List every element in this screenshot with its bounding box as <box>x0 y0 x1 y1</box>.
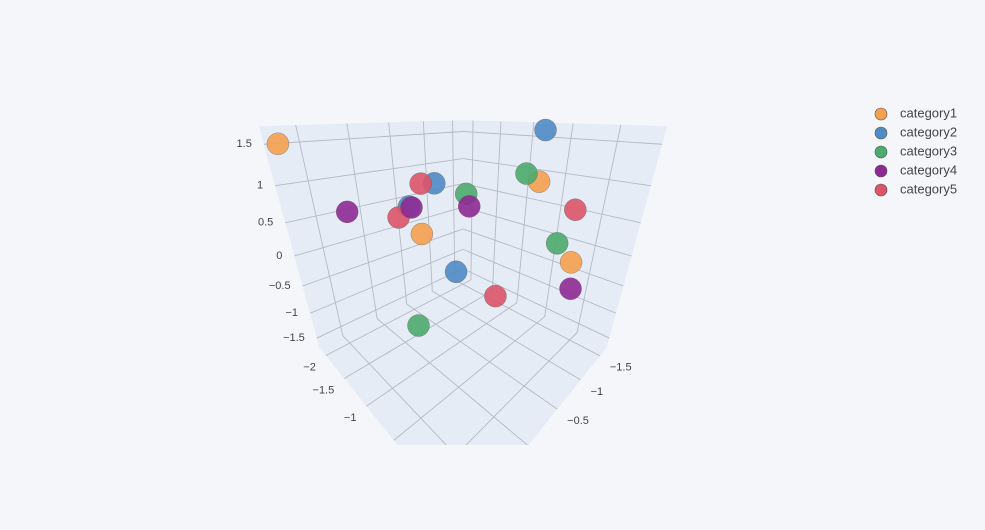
z-tick-label: 0.5 <box>258 217 273 229</box>
axis-plane <box>463 120 668 348</box>
data-point <box>400 196 423 219</box>
legend: category1 category2 category3 category4 cate… <box>874 105 957 197</box>
grid-line <box>462 248 617 314</box>
z-tick-label: 1.5 <box>237 138 252 150</box>
grid-line <box>275 158 464 187</box>
data-point <box>515 162 538 185</box>
legend-marker <box>874 126 888 140</box>
legend-label: category4 <box>900 162 957 177</box>
x-tick-label: −1 <box>344 412 357 424</box>
z-tick-label: 0 <box>276 250 282 262</box>
z-tick-label: −1 <box>285 307 298 319</box>
z-tick-label: 1 <box>257 180 263 192</box>
grid-line <box>432 290 581 381</box>
data-point <box>444 260 468 284</box>
grid-line <box>406 303 558 410</box>
grid-line <box>316 268 464 339</box>
grid-line <box>366 302 518 407</box>
legend-marker <box>874 164 888 178</box>
grid-line <box>462 268 610 339</box>
y-tick-label: −1 <box>591 386 604 398</box>
legend-label: category2 <box>900 124 957 139</box>
legend-label: category1 <box>900 105 957 120</box>
data-point <box>559 251 583 274</box>
data-point <box>266 132 290 156</box>
grid-line <box>295 125 344 336</box>
data-point <box>564 198 587 221</box>
grid-line <box>454 279 601 357</box>
data-point <box>407 314 430 337</box>
grid-line <box>346 123 378 319</box>
x-tick-label: −2 <box>303 361 316 373</box>
grid-line <box>294 206 464 257</box>
grid-line <box>462 228 624 287</box>
legend-marker <box>874 107 888 121</box>
data-point <box>559 277 582 301</box>
data-point <box>534 118 557 142</box>
grid-line <box>309 248 464 314</box>
data-point <box>458 195 481 218</box>
x-tick-label: 0 <box>412 489 418 501</box>
data-point <box>335 200 359 224</box>
x-tick-label: −1.5 <box>313 384 335 396</box>
data-point <box>410 222 434 246</box>
legend-marker <box>874 145 888 159</box>
grid-line <box>263 131 464 145</box>
grid-line <box>576 124 622 333</box>
grid-line <box>393 316 546 441</box>
grid-line <box>376 318 528 445</box>
grid-line <box>462 206 632 257</box>
legend-marker <box>874 183 888 197</box>
legend-label: category3 <box>900 143 957 158</box>
data-point <box>409 172 432 195</box>
grid-line <box>462 183 641 224</box>
grid-line <box>462 158 651 187</box>
scene: −2 −1.5 −1 −0.5 0 −1.5 −1 −0.5 0 0.5 −1.5 −1 −0.5 0 0.… <box>237 118 668 510</box>
data-point <box>484 284 507 308</box>
x-tick-label: −0.5 <box>362 446 384 458</box>
y-tick-label: −0.5 <box>567 415 589 427</box>
y-tick-label: 0.5 <box>501 498 516 510</box>
y-tick-label: −1.5 <box>610 362 632 374</box>
grid-line <box>462 131 663 145</box>
z-tick-label: −0.5 <box>269 280 291 292</box>
grid-line <box>544 123 574 317</box>
data-point <box>545 232 569 255</box>
y-tick-label: 0 <box>538 452 544 464</box>
grid-line <box>342 335 447 445</box>
z-tick-label: −1.5 <box>283 332 305 344</box>
legend-label: category5 <box>900 181 957 196</box>
grid-line <box>465 332 578 445</box>
grid-line <box>302 228 464 287</box>
axis-plane <box>319 276 607 445</box>
